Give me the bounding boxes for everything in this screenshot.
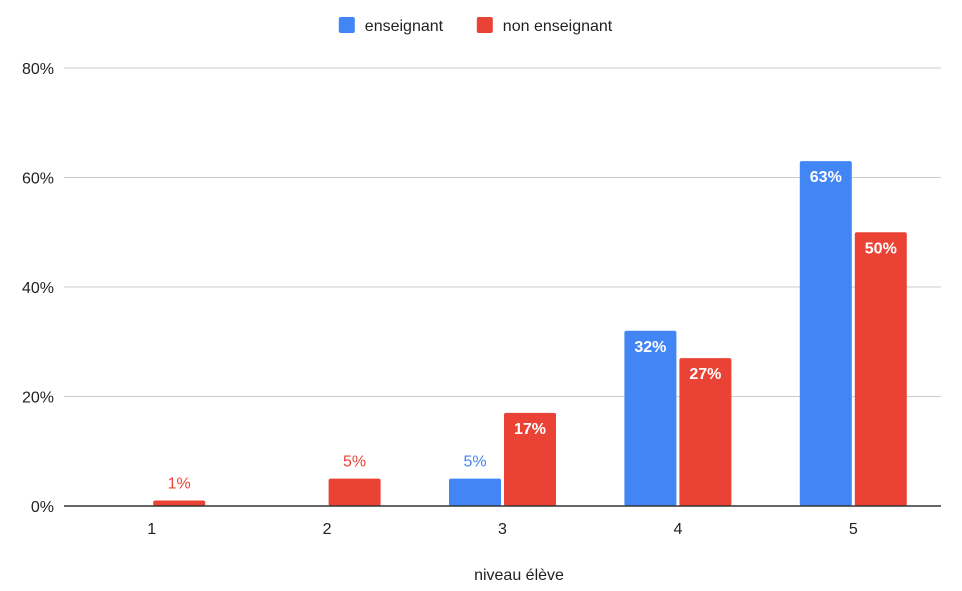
data-label: 17% bbox=[514, 421, 546, 438]
x-tick-label: 4 bbox=[673, 521, 682, 538]
data-label: 63% bbox=[810, 169, 842, 186]
x-axis-title: niveau élève bbox=[474, 567, 564, 584]
y-tick-label: 0% bbox=[31, 499, 54, 516]
legend: enseignant non enseignant bbox=[338, 17, 613, 35]
legend-swatch-non-enseignant bbox=[476, 17, 493, 33]
bar-non-enseignant-5 bbox=[854, 232, 907, 506]
bar-enseignant-5 bbox=[799, 161, 852, 506]
legend-label: non enseignant bbox=[503, 18, 613, 35]
bar-non-enseignant-2 bbox=[328, 478, 381, 506]
x-tick-label: 5 bbox=[849, 521, 858, 538]
data-label: 5% bbox=[463, 454, 486, 471]
data-label: 1% bbox=[168, 476, 191, 493]
data-label: 27% bbox=[689, 366, 721, 383]
bar-non-enseignant-4 bbox=[679, 358, 732, 506]
x-tick-label: 3 bbox=[498, 521, 507, 538]
y-tick-label: 60% bbox=[22, 171, 54, 188]
bar-non-enseignant-3 bbox=[504, 412, 556, 506]
data-label: 50% bbox=[865, 240, 897, 257]
bar-non-enseignant-1 bbox=[153, 500, 206, 506]
legend-swatch-enseignant bbox=[338, 17, 355, 33]
y-tick-label: 80% bbox=[22, 61, 54, 78]
x-tick-label: 1 bbox=[147, 521, 156, 538]
axes: 0% 20% 40% 60% 80% 1 2 3 4 5 bbox=[22, 61, 941, 538]
bars bbox=[153, 161, 907, 506]
data-label: 32% bbox=[634, 339, 666, 356]
legend-label: enseignant bbox=[365, 18, 444, 35]
data-label: 5% bbox=[343, 454, 366, 471]
grid-lines bbox=[64, 67, 941, 397]
bar-enseignant-3 bbox=[449, 478, 501, 506]
bar-enseignant-4 bbox=[624, 330, 677, 506]
data-labels: 1% 5% 5% 17% 32% 27% 63% 50% bbox=[168, 169, 897, 492]
y-tick-label: 40% bbox=[22, 280, 54, 297]
x-tick-label: 2 bbox=[323, 521, 332, 538]
y-tick-label: 20% bbox=[22, 390, 54, 407]
